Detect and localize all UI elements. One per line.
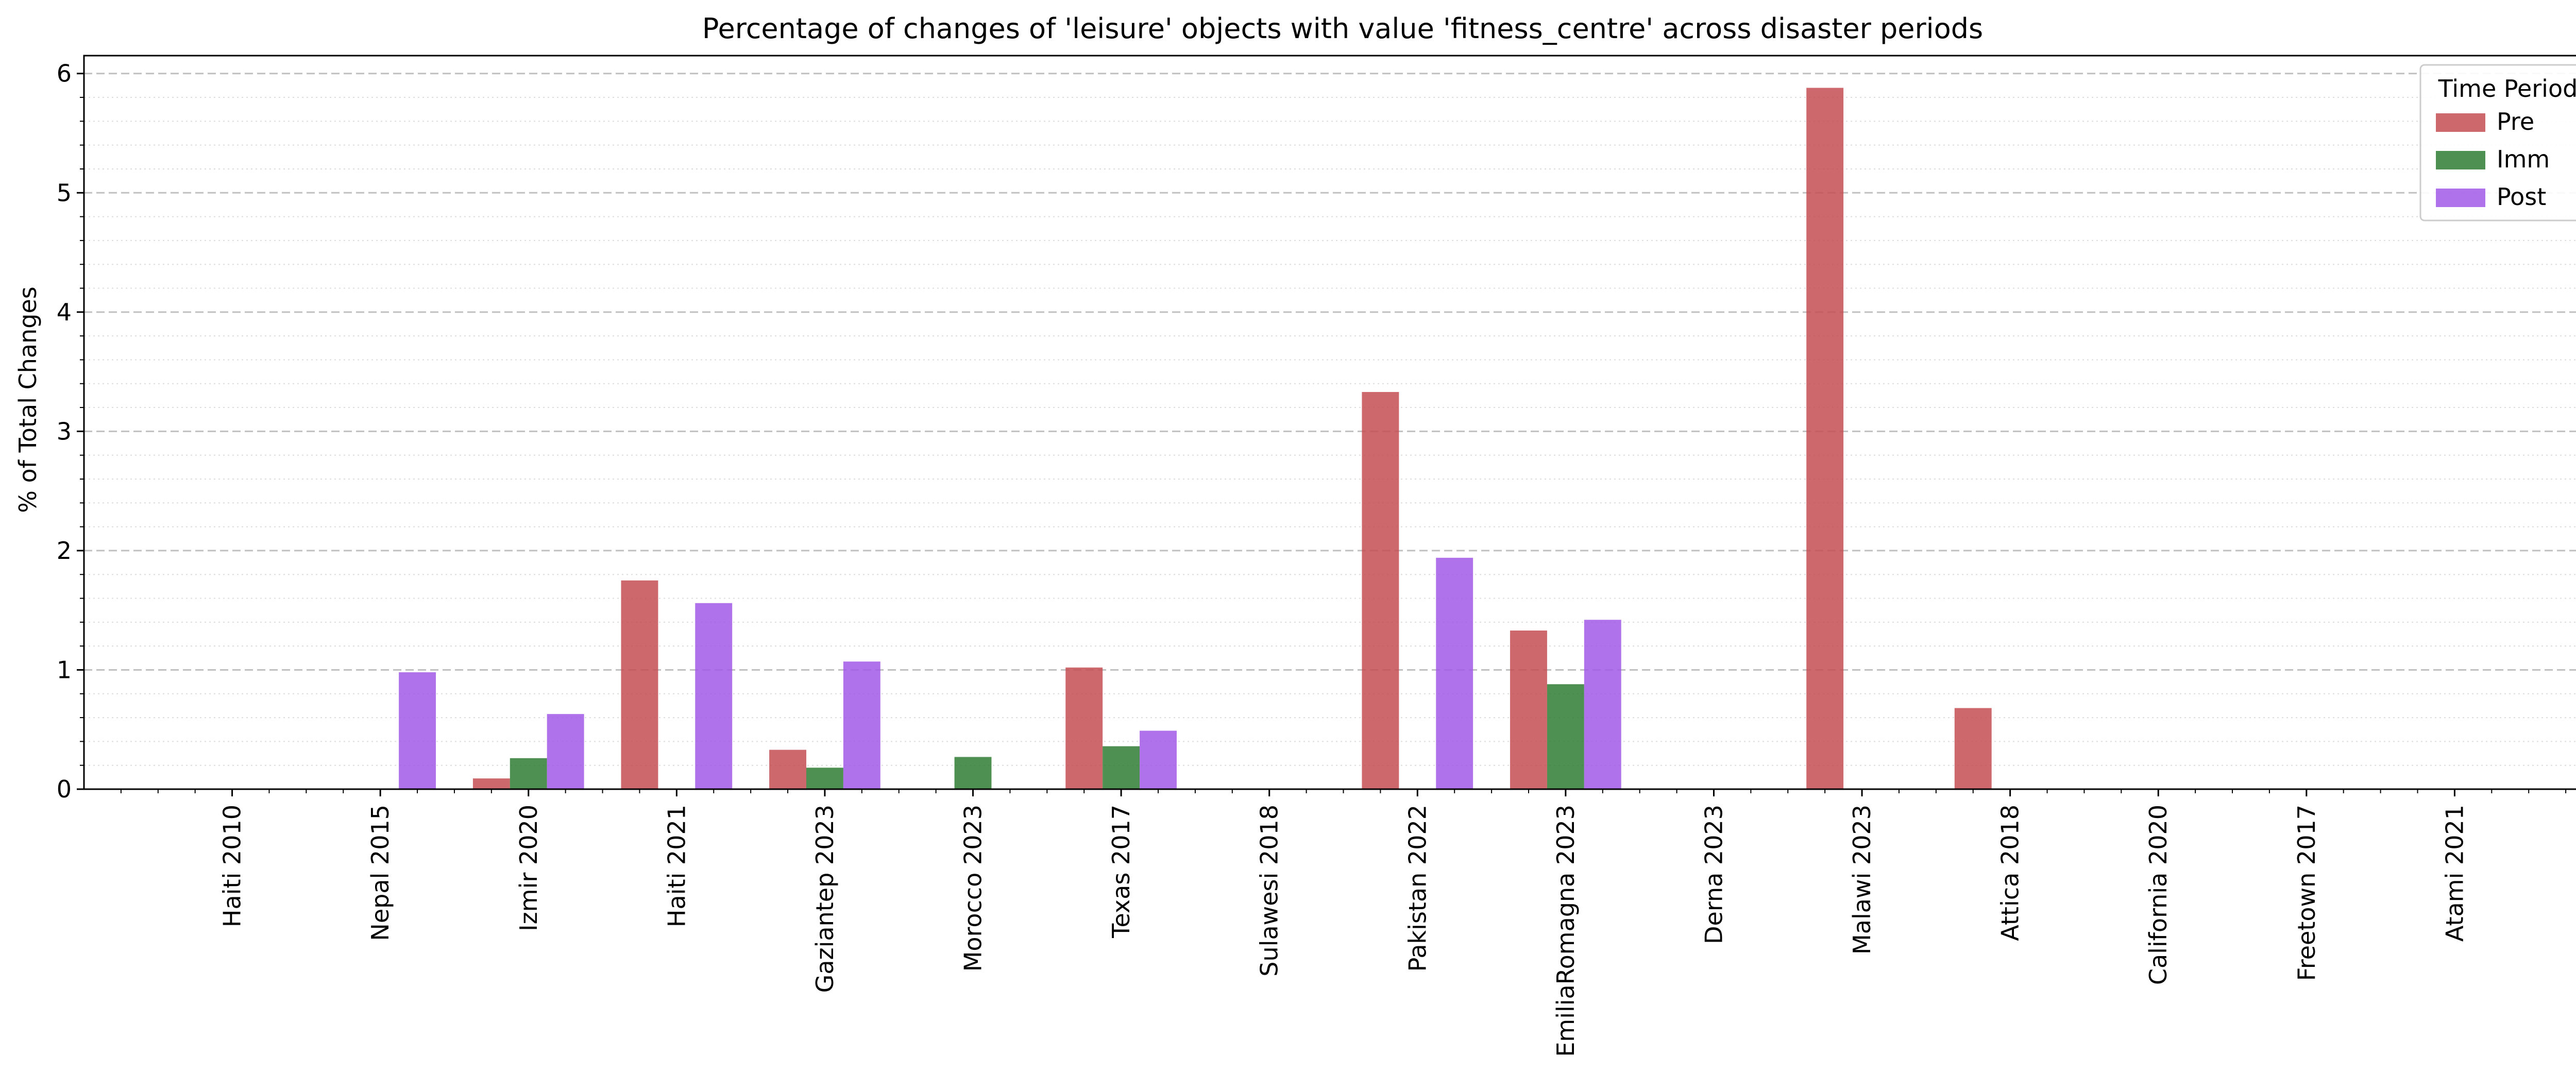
bar-pre-4 — [769, 750, 806, 789]
x-tick-label: Haiti 2021 — [663, 805, 690, 927]
bar-imm-9 — [1547, 684, 1584, 789]
x-tick-label: Pakistan 2022 — [1403, 805, 1431, 972]
legend-title: Time Period — [2438, 75, 2576, 103]
x-tick-label: EmiliaRomagna 2023 — [1552, 805, 1580, 1057]
bar-imm-4 — [806, 768, 843, 789]
plot-frame — [83, 55, 2576, 790]
bar-imm-6 — [1103, 746, 1140, 789]
axes-layer: 0 1 2 3 4 5 6 Haiti 2010 Nepal 2015 Izmir 2020 Hai… — [57, 55, 2576, 1057]
y-tick-label: 1 — [57, 656, 72, 684]
x-tick-label: Nepal 2015 — [366, 805, 394, 941]
bar-pre-8 — [1362, 391, 1399, 789]
bar-pre-6 — [1065, 667, 1103, 789]
bar-post-6 — [1140, 730, 1177, 789]
bar-post-8 — [1436, 557, 1473, 789]
legend-label-pre: Pre — [2497, 108, 2534, 135]
bar-post-2 — [547, 714, 584, 789]
y-axis-label: % of Total Changes — [14, 286, 42, 513]
grid-layer — [84, 73, 2576, 766]
x-tick-label: Freetown 2017 — [2293, 805, 2320, 981]
legend: Time Period Pre Imm Post — [2419, 64, 2576, 222]
legend-swatch-post — [2436, 189, 2485, 207]
bar-post-4 — [843, 661, 880, 789]
y-tick-label: 2 — [57, 537, 72, 565]
y-tick-label: 5 — [57, 179, 72, 207]
bar-pre-3 — [621, 580, 658, 789]
x-tick-label: Texas 2017 — [1107, 805, 1135, 939]
bar-post-3 — [695, 603, 733, 789]
legend-swatch-pre — [2436, 113, 2485, 132]
bars-layer — [399, 88, 1992, 789]
x-tick-label: Sulawesi 2018 — [1256, 805, 1283, 977]
x-tick-label: Atami 2021 — [2441, 805, 2468, 942]
bar-post-9 — [1584, 620, 1621, 789]
x-tick-label: Gaziantep 2023 — [811, 805, 839, 993]
x-tick-label: Derna 2023 — [1700, 805, 1727, 944]
legend-swatch-imm — [2436, 151, 2485, 169]
x-tick-label: Izmir 2020 — [515, 805, 543, 931]
bar-pre-11 — [1806, 88, 1844, 789]
bar-pre-12 — [1954, 708, 1992, 789]
bar-post-1 — [399, 672, 436, 789]
legend-box — [2419, 64, 2576, 222]
x-tick-label: Haiti 2010 — [218, 805, 246, 927]
x-tick-label: Morocco 2023 — [959, 805, 987, 972]
bar-imm-2 — [510, 758, 547, 789]
y-tick-label: 4 — [57, 298, 72, 326]
legend-label-imm: Imm — [2497, 145, 2550, 173]
y-tick-label: 0 — [57, 775, 72, 803]
y-tick-label: 6 — [57, 60, 72, 88]
bar-imm-5 — [954, 757, 992, 789]
x-tick-label: Attica 2018 — [1996, 805, 2024, 941]
bar-pre-9 — [1510, 631, 1547, 789]
x-tick-label: California 2020 — [2144, 805, 2172, 985]
y-tick-label: 3 — [57, 417, 72, 445]
x-tick-label: Malawi 2023 — [1848, 805, 1876, 955]
chart-title: Percentage of changes of 'leisure' objec… — [702, 12, 1983, 45]
legend-label-post: Post — [2497, 183, 2546, 211]
bar-pre-2 — [472, 778, 510, 789]
